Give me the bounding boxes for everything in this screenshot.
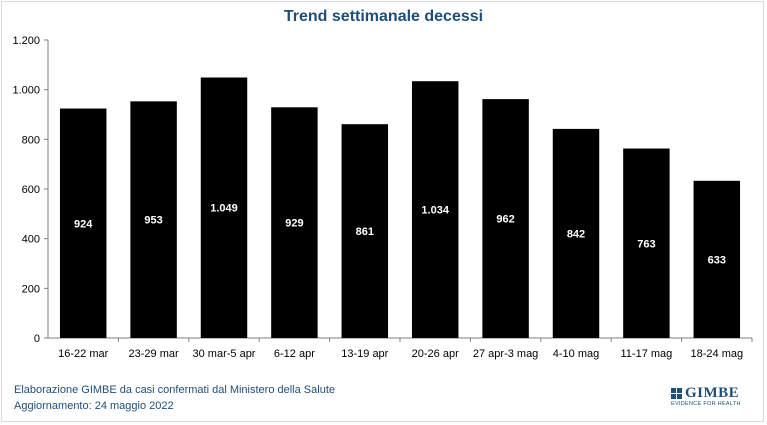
footer-updated: Aggiornamento: 24 maggio 2022 — [14, 400, 174, 412]
bar — [552, 128, 600, 338]
x-tick-label: 20-26 apr — [412, 348, 459, 360]
chart-title: Trend settimanale decessi — [283, 8, 484, 25]
bar-chart: 0 200 400 600 800 1.000 1.200 924 16-22 mar 953 23… — [12, 35, 753, 360]
bar-value-label: 953 — [144, 215, 162, 227]
y-tick-label: 400 — [22, 234, 40, 246]
logo-tagline: EVIDENCE FOR HEALTH — [671, 401, 741, 407]
x-tick-label: 27 apr-3 mag — [473, 348, 538, 360]
gimbe-grid-icon — [671, 387, 682, 399]
x-tick-label: 11-17 mag — [621, 348, 673, 360]
bar-value-label: 1.049 — [210, 203, 238, 215]
bar — [341, 124, 389, 338]
x-tick-label: 18-24 mag — [691, 348, 744, 360]
bar — [59, 108, 107, 338]
bar-value-label: 1.034 — [421, 205, 449, 217]
bar — [271, 107, 318, 338]
x-tick-label: 23-29 mar — [129, 348, 179, 360]
x-tick-label: 16-22 mar — [58, 348, 108, 360]
bar — [200, 77, 248, 338]
x-tick-label: 6-12 apr — [274, 348, 315, 360]
bar-value-label: 763 — [637, 238, 655, 250]
bar — [623, 148, 670, 338]
y-tick-label: 600 — [22, 184, 40, 196]
bar-value-label: 861 — [356, 226, 374, 238]
bar-value-label: 842 — [567, 228, 585, 240]
y-tick-label: 1.000 — [12, 85, 40, 97]
footer-source: Elaborazione GIMBE da casi confermati da… — [14, 384, 335, 396]
x-tick-label: 30 mar-5 apr — [193, 348, 256, 360]
bar-value-label: 962 — [496, 214, 514, 226]
gimbe-logo: GIMBE EVIDENCE FOR HEALTH — [671, 386, 753, 412]
y-tick-label: 0 — [34, 333, 40, 345]
y-tick-label: 1.200 — [12, 35, 40, 47]
y-tick-label: 800 — [22, 134, 40, 146]
bar — [411, 81, 459, 339]
bar-value-label: 929 — [285, 218, 303, 230]
bar-value-label: 633 — [708, 254, 726, 266]
footer: Elaborazione GIMBE da casi confermati da… — [14, 382, 335, 414]
bar — [130, 101, 177, 338]
logo-name: GIMBE — [685, 385, 740, 401]
bar — [482, 99, 529, 338]
x-tick-label: 4-10 mag — [553, 348, 599, 360]
bar-value-label: 924 — [74, 218, 93, 230]
x-tick-label: 13-19 apr — [341, 348, 388, 360]
bar — [693, 180, 741, 338]
y-tick-label: 200 — [22, 283, 40, 295]
